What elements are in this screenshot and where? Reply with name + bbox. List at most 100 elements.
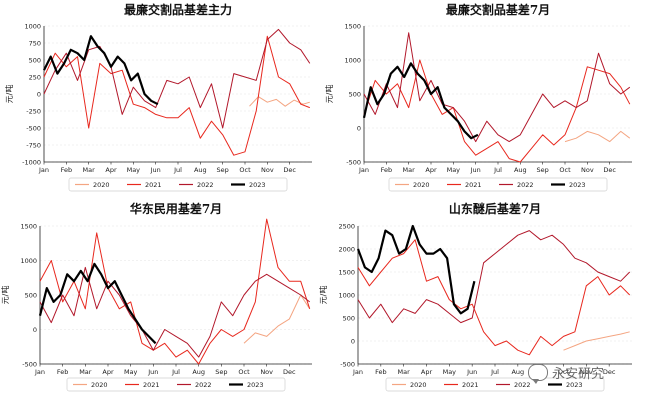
x-tick-label: Mar bbox=[83, 166, 96, 174]
x-tick-label: May bbox=[124, 368, 138, 376]
x-tick-label: Nov bbox=[261, 166, 274, 174]
y-tick-label: 500 bbox=[25, 292, 37, 300]
y-tick-label: 1000 bbox=[24, 23, 41, 31]
legend-item-2023: 2023 bbox=[247, 381, 264, 389]
x-tick-label: Apr bbox=[102, 368, 114, 376]
y-tick-label: 1500 bbox=[338, 269, 355, 277]
y-tick-label: 1000 bbox=[344, 57, 361, 65]
y-tick-label: 0 bbox=[37, 91, 41, 99]
x-tick-label: Mar bbox=[398, 368, 411, 376]
x-tick-label: Jan bbox=[352, 368, 363, 376]
y-axis-label: 元/吨 bbox=[0, 286, 10, 305]
x-tick-label: Mar bbox=[79, 368, 92, 376]
y-tick-label: 2500 bbox=[338, 223, 355, 231]
x-tick-label: Feb bbox=[61, 166, 73, 174]
x-tick-label: Jan bbox=[34, 368, 45, 376]
y-tick-label: -500 bbox=[26, 125, 41, 133]
x-tick-label: May bbox=[127, 166, 141, 174]
x-tick-label: Aug bbox=[514, 166, 527, 174]
chart-title: 最廉交割品基差7月 bbox=[446, 2, 550, 17]
y-tick-label: 2000 bbox=[338, 246, 355, 254]
x-tick-label: Jun bbox=[470, 166, 481, 174]
x-tick-label: Apr bbox=[105, 166, 117, 174]
x-tick-label: Jan bbox=[38, 166, 49, 174]
x-tick-label: Aug bbox=[192, 368, 205, 376]
legend-item-2020: 2020 bbox=[91, 381, 108, 389]
x-tick-label: Feb bbox=[375, 368, 387, 376]
x-tick-label: Oct bbox=[239, 166, 251, 174]
x-tick-label: Sep bbox=[215, 368, 227, 376]
x-tick-label: Aug bbox=[511, 368, 524, 376]
legend-item-2021: 2021 bbox=[145, 181, 162, 189]
x-tick-label: Oct bbox=[238, 368, 250, 376]
x-tick-label: Jul bbox=[173, 166, 182, 174]
legend-item-2021: 2021 bbox=[465, 181, 482, 189]
y-tick-label: -250 bbox=[26, 108, 41, 116]
legend-item-2021: 2021 bbox=[143, 381, 160, 389]
x-tick-label: Nov bbox=[581, 166, 594, 174]
x-tick-label: Sep bbox=[537, 166, 549, 174]
series-line-2021 bbox=[358, 240, 630, 355]
y-tick-label: 500 bbox=[343, 315, 355, 323]
watermark-text: 永安研究 bbox=[552, 363, 604, 382]
chat-bubble-icon bbox=[528, 364, 548, 381]
x-tick-label: Jun bbox=[466, 368, 477, 376]
y-axis-label: 元/吨 bbox=[318, 286, 328, 305]
series-line-2020 bbox=[565, 131, 630, 141]
legend-item-2022: 2022 bbox=[517, 181, 534, 189]
series-line-2022 bbox=[364, 33, 630, 142]
legend-item-2023: 2023 bbox=[249, 181, 266, 189]
x-tick-label: Dec bbox=[283, 166, 296, 174]
legend-item-2020: 2020 bbox=[410, 381, 427, 389]
y-tick-label: 0 bbox=[33, 326, 37, 334]
y-tick-label: 250 bbox=[29, 74, 41, 82]
y-tick-label: -750 bbox=[26, 142, 41, 150]
x-tick-label: Jul bbox=[171, 368, 180, 376]
watermark: 永安研究 bbox=[528, 361, 638, 383]
y-axis-label: 元/吨 bbox=[4, 85, 14, 104]
legend-item-2022: 2022 bbox=[197, 181, 214, 189]
y-tick-label: 1000 bbox=[20, 257, 37, 265]
y-tick-label: 1000 bbox=[338, 292, 355, 300]
x-tick-label: Jul bbox=[493, 166, 502, 174]
y-tick-label: 500 bbox=[349, 91, 361, 99]
y-tick-label: 1500 bbox=[20, 223, 37, 231]
x-tick-label: Nov bbox=[260, 368, 273, 376]
x-tick-label: Oct bbox=[559, 166, 571, 174]
legend-item-2021: 2021 bbox=[462, 381, 479, 389]
series-line-2021 bbox=[44, 36, 310, 155]
x-tick-label: Jul bbox=[490, 368, 499, 376]
series-line-2022 bbox=[358, 231, 630, 323]
y-tick-label: 0 bbox=[351, 338, 355, 346]
chart-title: 华东民用基差7月 bbox=[130, 201, 222, 216]
y-tick-label: 1500 bbox=[344, 23, 361, 31]
x-tick-label: Sep bbox=[217, 166, 229, 174]
series-line-2023 bbox=[358, 226, 474, 313]
chart-panel-3: 华东民用基差7月-500050010001500元/吨Jan Feb Mar Apr M… bbox=[0, 201, 312, 391]
x-tick-label: Apr bbox=[425, 166, 437, 174]
x-tick-label: Jun bbox=[147, 368, 158, 376]
x-tick-label: May bbox=[443, 368, 457, 376]
x-tick-label: Aug bbox=[194, 166, 207, 174]
series-line-2021 bbox=[40, 219, 310, 364]
chart-title: 最廉交割品基差主力 bbox=[124, 2, 232, 17]
legend-item-2023: 2023 bbox=[569, 181, 586, 189]
chart-panel-2: 最廉交割品基差7月-500050010001500元/吨Jan Feb Mar Apr… bbox=[324, 2, 632, 191]
legend-item-2020: 2020 bbox=[93, 181, 110, 189]
y-tick-label: 750 bbox=[29, 40, 41, 48]
series-line-2023 bbox=[364, 63, 478, 138]
x-tick-label: Feb bbox=[381, 166, 393, 174]
x-tick-label: Apr bbox=[421, 368, 433, 376]
chart-title: 山东醚后基差7月 bbox=[449, 201, 541, 216]
series-line-2022 bbox=[40, 267, 310, 357]
y-axis-label: 元/吨 bbox=[324, 85, 334, 104]
x-tick-label: Feb bbox=[57, 368, 69, 376]
x-tick-label: Jun bbox=[150, 166, 161, 174]
x-tick-label: Jan bbox=[358, 166, 369, 174]
legend-item-2022: 2022 bbox=[195, 381, 212, 389]
legend-item-2020: 2020 bbox=[413, 181, 430, 189]
x-tick-label: Mar bbox=[403, 166, 416, 174]
x-tick-label: Dec bbox=[603, 166, 616, 174]
chart-panel-1: 最廉交割品基差主力-1000-750-500-25002505007501000… bbox=[4, 2, 312, 191]
